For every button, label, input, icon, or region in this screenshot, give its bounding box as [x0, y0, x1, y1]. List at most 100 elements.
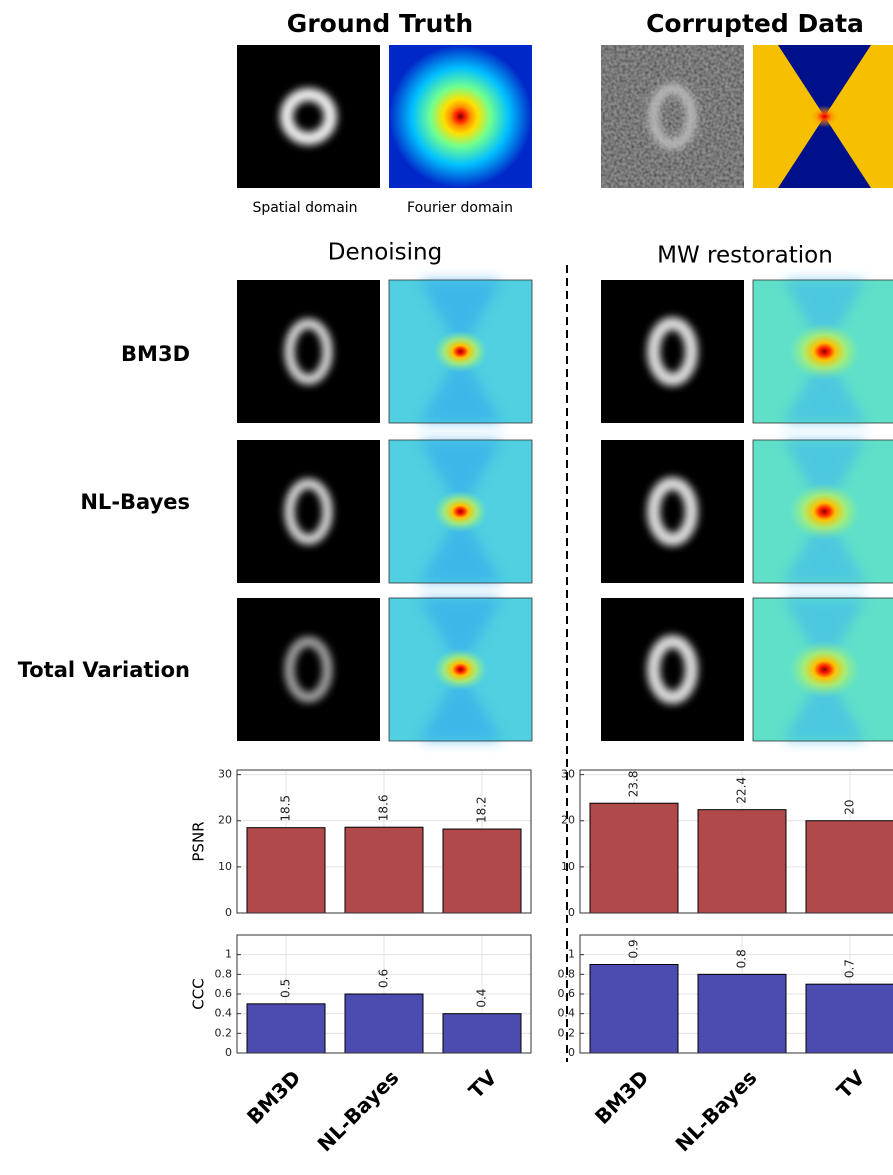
section-title: Denoising — [328, 240, 442, 266]
image-background — [237, 598, 380, 741]
center-glow — [415, 476, 506, 547]
y-tick-label: 1 — [225, 948, 232, 961]
fourier-image — [388, 279, 533, 424]
center-glow — [415, 316, 506, 387]
noise — [601, 45, 744, 188]
x-tick-label: BM3D — [242, 1065, 305, 1128]
y-tick-label: 0.2 — [558, 1026, 576, 1039]
spatial-image — [601, 598, 744, 741]
bar — [805, 983, 893, 1054]
center — [794, 94, 855, 139]
bar — [344, 826, 424, 914]
fourier-image — [752, 279, 893, 424]
y-tick-label: 0.6 — [215, 987, 233, 1000]
value-label: 0.7 — [843, 959, 857, 978]
y-tick-label: 0.8 — [215, 967, 233, 980]
y-tick-label: 0 — [225, 1046, 232, 1059]
y-tick-label: 1 — [568, 948, 575, 961]
bar — [697, 809, 787, 914]
frame — [752, 597, 893, 742]
value-label: 0.6 — [377, 969, 391, 988]
fourier-image — [753, 45, 893, 188]
frame — [388, 279, 533, 424]
image-background — [237, 280, 380, 423]
frame — [388, 439, 533, 584]
value-label: 0.4 — [475, 989, 489, 1008]
bar — [589, 964, 679, 1054]
spatial-image — [237, 45, 380, 188]
fourier-image — [388, 439, 533, 584]
object — [284, 478, 333, 545]
x-tick-label: BM3D — [590, 1065, 653, 1128]
section-title: MW restoration — [657, 243, 833, 269]
image-background — [601, 440, 744, 583]
value-label: 23.8 — [627, 770, 641, 797]
object — [647, 317, 698, 386]
value-label: 0.8 — [735, 949, 749, 968]
y-tick-label: 0.2 — [215, 1026, 233, 1039]
image-background — [237, 440, 380, 583]
axes-frame — [236, 769, 532, 914]
y-tick-label: 0 — [568, 906, 575, 919]
y-tick-label: 30 — [218, 768, 232, 781]
y-tick-label: 20 — [561, 814, 575, 827]
y-tick-label: 0.6 — [558, 987, 576, 1000]
value-label: 20 — [843, 799, 857, 814]
image-background — [237, 45, 380, 188]
row-label: NL-Bayes — [80, 490, 190, 514]
row-label: BM3D — [121, 342, 190, 366]
value-label: 18.2 — [475, 796, 489, 823]
image-background — [389, 45, 532, 188]
bar — [246, 827, 326, 914]
axes-frame — [579, 769, 893, 914]
axes-frame — [236, 934, 532, 1054]
y-tick-label: 0.8 — [558, 967, 576, 980]
y-tick-label: 10 — [218, 860, 232, 873]
frame — [752, 439, 893, 584]
y-tick-label: 0 — [225, 906, 232, 919]
bar — [442, 1013, 522, 1054]
object — [284, 318, 333, 385]
x-tick-label: NL-Bayes — [313, 1065, 404, 1156]
image-background — [601, 280, 744, 423]
center-glow — [415, 634, 506, 705]
value-label: 22.4 — [735, 777, 749, 804]
center-glow — [764, 463, 885, 560]
object — [647, 477, 698, 546]
object — [647, 635, 698, 704]
frame — [752, 279, 893, 424]
bar — [246, 1003, 326, 1054]
value-label: 0.5 — [279, 979, 293, 998]
title: Corrupted Data — [646, 9, 864, 38]
fourier-image — [389, 45, 532, 188]
image-background — [601, 598, 744, 741]
bar — [344, 993, 424, 1054]
object — [284, 636, 333, 703]
spatial-image — [601, 440, 744, 583]
value-label: 18.6 — [377, 794, 391, 821]
object — [280, 88, 337, 145]
spatial-image — [601, 280, 744, 423]
y-tick-label: 30 — [561, 768, 575, 781]
axes-frame — [579, 934, 893, 1054]
fourier-image — [388, 597, 533, 742]
y-tick-label: 20 — [218, 814, 232, 827]
y-tick-label: 0.4 — [558, 1007, 576, 1020]
bar — [697, 973, 787, 1054]
caption: Fourier domain — [407, 200, 513, 216]
title: Ground Truth — [287, 9, 473, 38]
x-tick-label: TV — [832, 1065, 870, 1103]
frame — [388, 597, 533, 742]
value-label: 0.9 — [627, 939, 641, 958]
value-label: 18.5 — [279, 795, 293, 822]
fourier-image — [752, 439, 893, 584]
y-axis-label: CCC — [190, 978, 208, 1009]
spatial-image — [237, 598, 380, 741]
caption: Spatial domain — [252, 200, 357, 216]
x-tick-label: TV — [464, 1065, 502, 1103]
bar — [589, 802, 679, 914]
row-label: Total Variation — [18, 658, 190, 682]
center-glow — [764, 621, 885, 718]
spatial-image — [601, 45, 744, 188]
